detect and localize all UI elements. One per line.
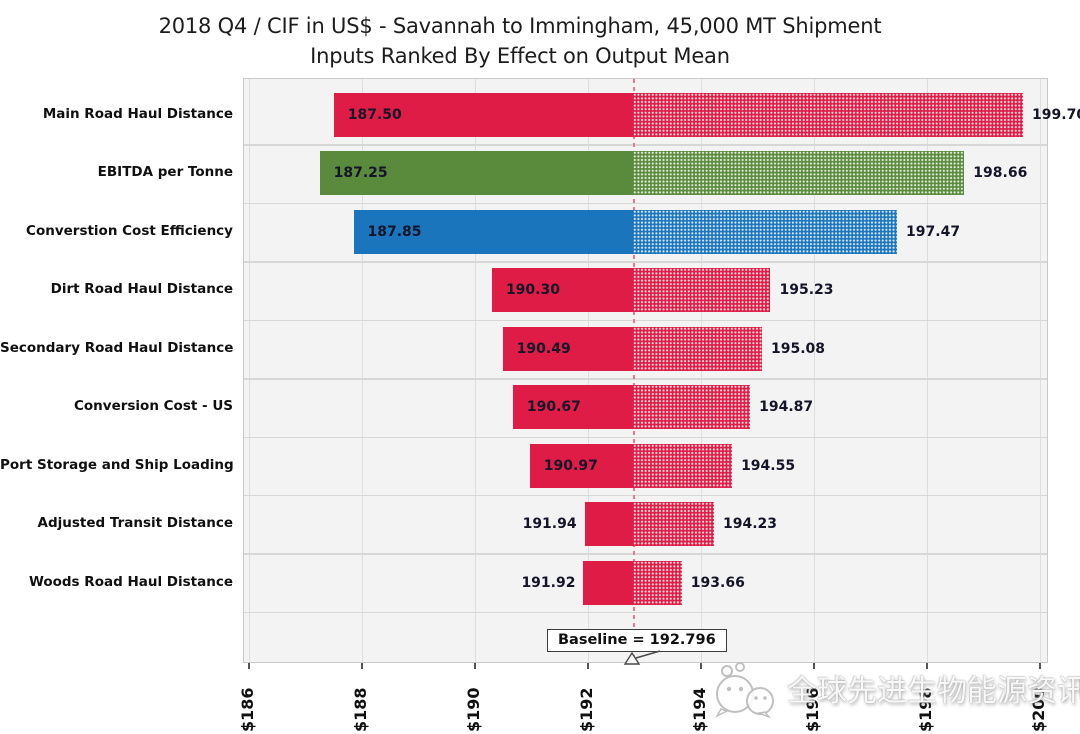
bar-low-segment — [512, 385, 633, 430]
bar-high-segment — [632, 151, 965, 196]
chart-title-line2: Inputs Ranked By Effect on Output Mean — [310, 44, 730, 68]
bar-high-label: 194.23 — [722, 516, 778, 533]
bar-low-label: 190.30 — [505, 282, 560, 299]
bar-low-label: 190.97 — [543, 457, 598, 474]
bar-low-label: 190.67 — [526, 399, 581, 416]
x-gridline — [1040, 79, 1041, 662]
bar-high-segment — [632, 443, 733, 488]
x-gridline — [814, 79, 815, 662]
bar-low-segment — [319, 151, 633, 196]
bar-low-segment — [502, 326, 633, 371]
bar-low-segment — [583, 560, 633, 605]
x-tick-label: $192 — [577, 687, 596, 732]
row-gridline — [244, 378, 1047, 380]
category-label: Conversion Cost - US — [73, 398, 233, 415]
bar-high-label: 194.55 — [741, 457, 796, 474]
bar-high-label: 193.66 — [690, 574, 745, 591]
x-tick-label: $200 — [1029, 687, 1048, 732]
row-gridline — [244, 202, 1047, 205]
bar-high-segment — [632, 502, 714, 547]
bar-low-segment — [491, 268, 633, 313]
row-gridline — [244, 319, 1047, 322]
x-tick-mark — [926, 663, 928, 669]
bar-low-segment — [529, 443, 633, 488]
row-gridline — [244, 144, 1047, 146]
bar-high-label: 197.47 — [906, 223, 961, 240]
bar-low-label: 187.85 — [367, 223, 422, 240]
plot-area: 187.50 199.70 187.25 198.66 187.85 197.47 190.… — [243, 78, 1080, 663]
row-gridline — [244, 436, 1047, 438]
bar-high-label: 199.70 — [1032, 107, 1080, 124]
category-label: Port Storage and Ship Loading — [0, 456, 234, 473]
bar-high-segment — [632, 385, 751, 430]
x-tick-mark — [587, 663, 589, 669]
bar-high-label: 195.23 — [779, 282, 834, 299]
bar-low-label: 187.25 — [333, 165, 388, 182]
x-tick-mark — [1039, 663, 1041, 669]
bar-low-segment — [353, 209, 633, 254]
bar-low-label: 191.94 — [522, 516, 577, 533]
category-label: Converstion Cost Efficiency — [26, 222, 233, 239]
bar-high-label: 198.66 — [973, 165, 1028, 182]
x-tick-mark — [700, 663, 702, 669]
bar-high-segment — [632, 268, 771, 313]
row-gridline — [244, 553, 1047, 555]
x-tick-label: $194 — [690, 687, 709, 732]
category-label: Dirt Road Haul Distance — [50, 281, 233, 298]
bar-high-label: 195.08 — [771, 340, 826, 357]
bar-high-segment — [632, 326, 762, 371]
x-tick-mark — [474, 663, 476, 669]
chart-title: 2018 Q4 / CIF in US$ - Savannah to Immin… — [0, 11, 1040, 71]
x-tick-label: $188 — [351, 687, 370, 732]
x-tick-label: $186 — [238, 687, 257, 732]
baseline-callout: Baseline = 192.796 — [547, 629, 727, 652]
row-gridline — [244, 494, 1047, 497]
bar-low-label: 190.49 — [516, 340, 571, 357]
bar-high-segment — [632, 560, 682, 605]
x-gridline — [362, 79, 363, 662]
x-tick-label: $190 — [464, 687, 483, 732]
bar-high-segment — [632, 93, 1024, 138]
bar-low-label: 191.92 — [521, 574, 576, 591]
row-gridline — [244, 261, 1047, 263]
bar-low-segment — [333, 93, 633, 138]
category-label: Adjusted Transit Distance — [37, 515, 233, 532]
x-tick-label: $198 — [916, 687, 935, 732]
wechat-logo-icon — [715, 662, 774, 718]
bar-high-label: 194.87 — [759, 399, 814, 416]
x-gridline — [475, 79, 476, 662]
bar-low-segment — [584, 502, 633, 547]
x-tick-label: $196 — [803, 687, 822, 732]
x-tick-mark — [248, 663, 250, 669]
x-tick-mark — [361, 663, 363, 669]
category-label: Secondary Road Haul Distance — [0, 339, 234, 356]
x-tick-mark — [813, 663, 815, 669]
chart-title-line1: 2018 Q4 / CIF in US$ - Savannah to Immin… — [158, 14, 882, 38]
bar-low-label: 187.50 — [347, 107, 402, 124]
category-label: EBITDA per Tonne — [97, 164, 233, 181]
x-gridline — [927, 79, 928, 662]
bar-high-segment — [632, 209, 898, 254]
row-gridline — [244, 611, 1047, 614]
category-label: Main Road Haul Distance — [42, 106, 233, 123]
category-label: Woods Road Haul Distance — [28, 573, 233, 590]
x-gridline — [249, 79, 250, 662]
